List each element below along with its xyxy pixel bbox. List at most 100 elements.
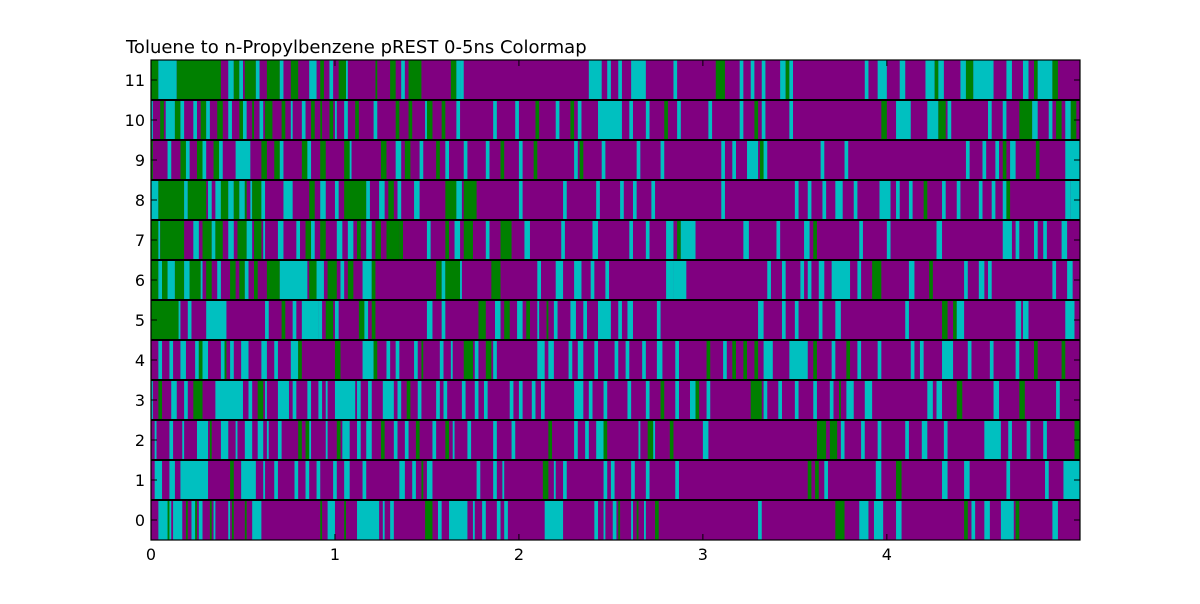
state-segment-green — [239, 100, 243, 140]
state-segment-cyan — [708, 100, 712, 140]
state-segment-cyan — [629, 220, 633, 260]
replica-row-1 — [151, 460, 1080, 500]
state-segment-cyan — [203, 340, 209, 380]
state-segment-green — [320, 60, 324, 100]
state-segment-cyan — [1003, 180, 1007, 220]
state-segment-green — [707, 340, 711, 380]
state-segment-cyan — [449, 500, 467, 540]
state-segment-green — [197, 140, 203, 180]
state-segment-green — [265, 100, 272, 140]
state-segment-cyan — [432, 420, 436, 460]
state-segment-green — [399, 220, 403, 260]
y-tick-label: 3 — [135, 391, 145, 410]
state-segment-cyan — [631, 500, 633, 540]
state-segment-cyan — [239, 180, 245, 220]
state-segment-cyan — [778, 380, 782, 420]
state-segment-cyan — [819, 260, 825, 300]
state-segment-green — [501, 220, 512, 260]
y-tick-label: 0 — [135, 511, 145, 530]
state-segment-cyan — [789, 100, 793, 140]
state-segment-cyan — [456, 180, 462, 220]
state-segment-cyan — [383, 380, 394, 420]
state-segment-cyan — [364, 300, 368, 340]
state-segment-cyan — [795, 300, 799, 340]
state-segment-base — [151, 300, 1080, 340]
state-segment-cyan — [673, 260, 686, 300]
state-segment-green — [664, 100, 668, 140]
state-segment-green — [526, 300, 530, 340]
state-segment-cyan — [326, 420, 328, 460]
state-segment-cyan — [399, 460, 405, 500]
state-segment-cyan — [208, 180, 212, 220]
state-segment-cyan — [578, 100, 582, 140]
state-segment-green — [504, 300, 510, 340]
state-segment-green — [162, 260, 168, 300]
state-segment-cyan — [484, 380, 488, 420]
state-segment-cyan — [992, 180, 996, 220]
state-segment-cyan — [158, 260, 162, 300]
y-tick-label: 4 — [135, 351, 145, 370]
state-segment-cyan — [618, 300, 622, 340]
state-segment-green — [225, 340, 227, 380]
state-segment-green — [407, 380, 411, 420]
y-tick-label: 6 — [135, 271, 145, 290]
state-segment-cyan — [776, 220, 780, 260]
state-segment-green — [175, 260, 184, 300]
state-segment-cyan — [335, 300, 339, 340]
state-segment-cyan — [398, 380, 402, 420]
state-segment-cyan — [578, 340, 584, 380]
state-segment-cyan — [228, 180, 234, 220]
state-segment-cyan — [398, 180, 402, 220]
state-segment-green — [359, 300, 365, 340]
state-segment-cyan — [767, 260, 771, 300]
y-tick-label: 10 — [125, 111, 145, 130]
state-segment-cyan — [239, 60, 243, 100]
state-segment-cyan — [307, 380, 311, 420]
state-segment-cyan — [554, 460, 556, 500]
state-segment-green — [245, 500, 247, 540]
state-segment-cyan — [414, 340, 418, 380]
state-segment-cyan — [309, 420, 311, 460]
x-tick-label: 0 — [146, 545, 156, 564]
state-segment-cyan — [971, 500, 975, 540]
state-segment-cyan — [291, 100, 293, 140]
state-segment-green — [199, 340, 203, 380]
state-segment-cyan — [721, 180, 725, 220]
state-segment-cyan — [690, 380, 696, 420]
state-segment-cyan — [878, 340, 882, 380]
state-segment-cyan — [585, 420, 589, 460]
replica-row-10 — [151, 100, 1080, 140]
state-segment-cyan — [808, 180, 812, 220]
state-segment-cyan — [922, 420, 928, 460]
state-segment-green — [320, 140, 326, 180]
state-segment-green — [815, 460, 819, 500]
state-segment-green — [282, 100, 286, 140]
state-segment-cyan — [743, 220, 749, 260]
state-segment-cyan — [265, 300, 269, 340]
state-segment-green — [442, 100, 446, 140]
state-segment-cyan — [169, 340, 173, 380]
state-segment-cyan — [1065, 180, 1071, 220]
state-segment-green — [339, 60, 346, 100]
state-segment-cyan — [390, 500, 394, 540]
state-segment-green — [637, 500, 639, 540]
state-segment-cyan — [631, 460, 635, 500]
state-segment-cyan — [230, 340, 234, 380]
state-segment-cyan — [611, 460, 615, 500]
state-segment-green — [311, 100, 315, 140]
state-segment-cyan — [158, 340, 162, 380]
state-segment-cyan — [1034, 220, 1038, 260]
state-segment-cyan — [203, 140, 207, 180]
state-segment-green — [451, 60, 457, 100]
state-segment-cyan — [493, 460, 497, 500]
state-segment-cyan — [318, 300, 322, 340]
state-segment-green — [547, 300, 549, 340]
state-segment-green — [320, 220, 326, 260]
state-segment-cyan — [927, 380, 933, 420]
state-segment-cyan — [703, 420, 709, 460]
replica-row-7 — [151, 220, 1080, 260]
replica-row-5 — [151, 300, 1080, 340]
state-segment-cyan — [241, 340, 248, 380]
state-segment-cyan — [280, 60, 284, 100]
state-segment-cyan — [193, 100, 197, 140]
